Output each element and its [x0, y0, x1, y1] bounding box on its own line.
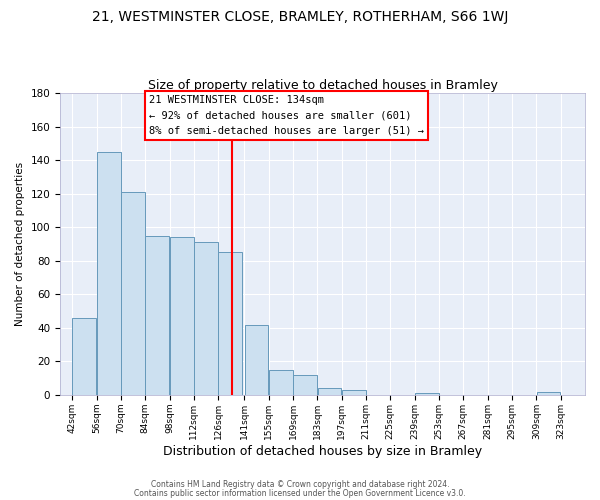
Bar	[73, 318, 96, 395]
Bar	[218, 252, 242, 395]
Bar	[145, 236, 169, 395]
Bar	[170, 238, 194, 395]
Bar	[194, 242, 218, 395]
Bar	[293, 375, 317, 395]
Bar	[121, 192, 145, 395]
Bar	[536, 392, 560, 395]
Bar	[269, 370, 293, 395]
Bar	[342, 390, 366, 395]
Bar	[245, 324, 268, 395]
Text: Contains HM Land Registry data © Crown copyright and database right 2024.: Contains HM Land Registry data © Crown c…	[151, 480, 449, 489]
Text: 21, WESTMINSTER CLOSE, BRAMLEY, ROTHERHAM, S66 1WJ: 21, WESTMINSTER CLOSE, BRAMLEY, ROTHERHA…	[92, 10, 508, 24]
Y-axis label: Number of detached properties: Number of detached properties	[15, 162, 25, 326]
Text: Contains public sector information licensed under the Open Government Licence v3: Contains public sector information licen…	[134, 488, 466, 498]
Bar	[415, 394, 439, 395]
X-axis label: Distribution of detached houses by size in Bramley: Distribution of detached houses by size …	[163, 444, 482, 458]
Text: 21 WESTMINSTER CLOSE: 134sqm
← 92% of detached houses are smaller (601)
8% of se: 21 WESTMINSTER CLOSE: 134sqm ← 92% of de…	[149, 94, 424, 136]
Title: Size of property relative to detached houses in Bramley: Size of property relative to detached ho…	[148, 79, 497, 92]
Bar	[317, 388, 341, 395]
Bar	[97, 152, 121, 395]
